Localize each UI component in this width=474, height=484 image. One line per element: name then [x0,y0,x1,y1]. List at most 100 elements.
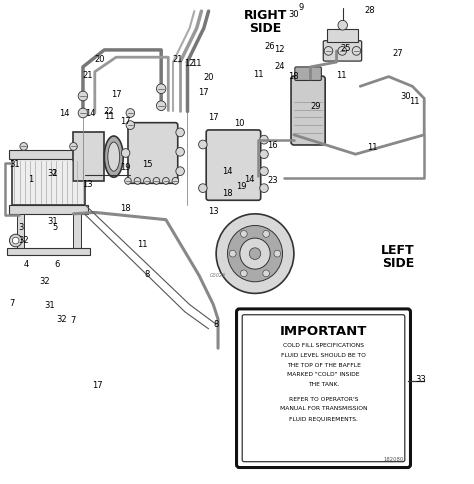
Text: FLUID LEVEL SHOULD BE TO: FLUID LEVEL SHOULD BE TO [281,352,366,357]
Text: 21: 21 [173,55,183,64]
Circle shape [263,231,269,238]
Text: 5: 5 [52,223,57,232]
FancyBboxPatch shape [128,123,178,184]
Text: 21: 21 [82,71,93,79]
Text: MARKED "COLD" INSIDE: MARKED "COLD" INSIDE [287,372,360,377]
Text: 7: 7 [71,315,76,324]
Circle shape [324,47,333,56]
Text: THE TANK.: THE TANK. [308,381,339,386]
Text: REFER TO OPERATOR'S: REFER TO OPERATOR'S [289,396,358,401]
Circle shape [78,109,88,119]
Text: THE TOP OF THE BAFFLE: THE TOP OF THE BAFFLE [287,362,360,367]
Text: 31: 31 [47,168,57,177]
Text: 30: 30 [289,10,299,19]
Text: 32: 32 [18,235,29,244]
Circle shape [260,167,268,176]
Circle shape [20,143,27,151]
Text: IMPORTANT: IMPORTANT [280,324,367,337]
Text: 11: 11 [410,97,420,106]
Text: MANUAL FOR TRANSMISSION: MANUAL FOR TRANSMISSION [280,406,367,410]
Text: 11: 11 [336,71,346,79]
FancyBboxPatch shape [295,68,321,81]
FancyBboxPatch shape [323,42,362,62]
Circle shape [156,85,166,94]
Circle shape [153,178,160,185]
Text: 22: 22 [104,107,114,116]
Circle shape [240,239,270,270]
Circle shape [176,129,184,137]
Circle shape [228,226,283,282]
Circle shape [229,251,236,257]
Circle shape [12,238,19,244]
Text: 19: 19 [120,163,131,171]
Text: FLUID REQUIREMENTS.: FLUID REQUIREMENTS. [289,415,358,420]
Text: 2: 2 [52,168,57,177]
Text: LEFT
SIDE: LEFT SIDE [382,243,415,270]
Bar [73,214,81,251]
Text: 20: 20 [203,73,214,82]
Text: 11: 11 [367,143,377,152]
FancyBboxPatch shape [242,315,405,462]
Text: 6: 6 [54,259,60,268]
Text: 17: 17 [92,380,102,389]
Circle shape [126,121,135,130]
Circle shape [176,148,184,157]
FancyBboxPatch shape [237,309,410,468]
Text: 11: 11 [137,240,147,249]
Text: 3: 3 [18,223,24,232]
Text: 24: 24 [274,62,285,71]
Text: 23: 23 [267,176,278,184]
Circle shape [70,143,77,151]
Text: 4: 4 [23,259,29,268]
Circle shape [126,109,135,118]
Circle shape [263,271,269,277]
Text: 31: 31 [47,217,57,226]
Text: 14: 14 [85,109,95,118]
Circle shape [260,184,268,193]
Ellipse shape [108,143,119,172]
Text: 8: 8 [213,320,219,329]
Text: 14: 14 [222,166,233,175]
Circle shape [240,231,247,238]
Circle shape [125,178,131,185]
Text: 28: 28 [365,6,375,15]
Circle shape [134,178,141,185]
FancyBboxPatch shape [327,30,358,43]
Text: 1: 1 [28,175,34,183]
Text: COLD FILL SPECIFICATIONS: COLD FILL SPECIFICATIONS [283,343,364,348]
Circle shape [78,92,88,102]
Text: 17: 17 [120,117,131,125]
Text: 11: 11 [104,112,114,121]
Bar [12,160,85,206]
Text: 31: 31 [9,160,19,169]
Text: 18: 18 [289,72,299,80]
Text: 20: 20 [94,55,105,64]
Text: 31: 31 [45,301,55,309]
Text: 14: 14 [244,175,254,183]
Circle shape [260,151,268,159]
Text: 16: 16 [267,141,278,150]
Bar [17,214,24,251]
Text: 17: 17 [208,113,219,122]
Text: 17: 17 [199,88,209,96]
Circle shape [249,248,261,260]
Text: 11: 11 [191,59,202,67]
Bar [73,133,104,182]
Text: 14: 14 [59,109,69,118]
Text: 11: 11 [253,70,264,78]
Text: 26: 26 [265,42,275,50]
Text: 18: 18 [222,189,233,198]
Circle shape [240,271,247,277]
Circle shape [176,167,184,176]
Text: 19: 19 [237,182,247,191]
Circle shape [216,214,294,294]
Text: 182080: 182080 [383,456,404,461]
Text: 25: 25 [341,44,351,53]
Text: 15: 15 [142,160,152,169]
Circle shape [172,178,179,185]
Text: 18: 18 [120,204,131,212]
FancyBboxPatch shape [291,77,325,146]
FancyBboxPatch shape [206,131,261,201]
Text: 17: 17 [111,90,121,99]
Text: 9: 9 [298,3,304,12]
